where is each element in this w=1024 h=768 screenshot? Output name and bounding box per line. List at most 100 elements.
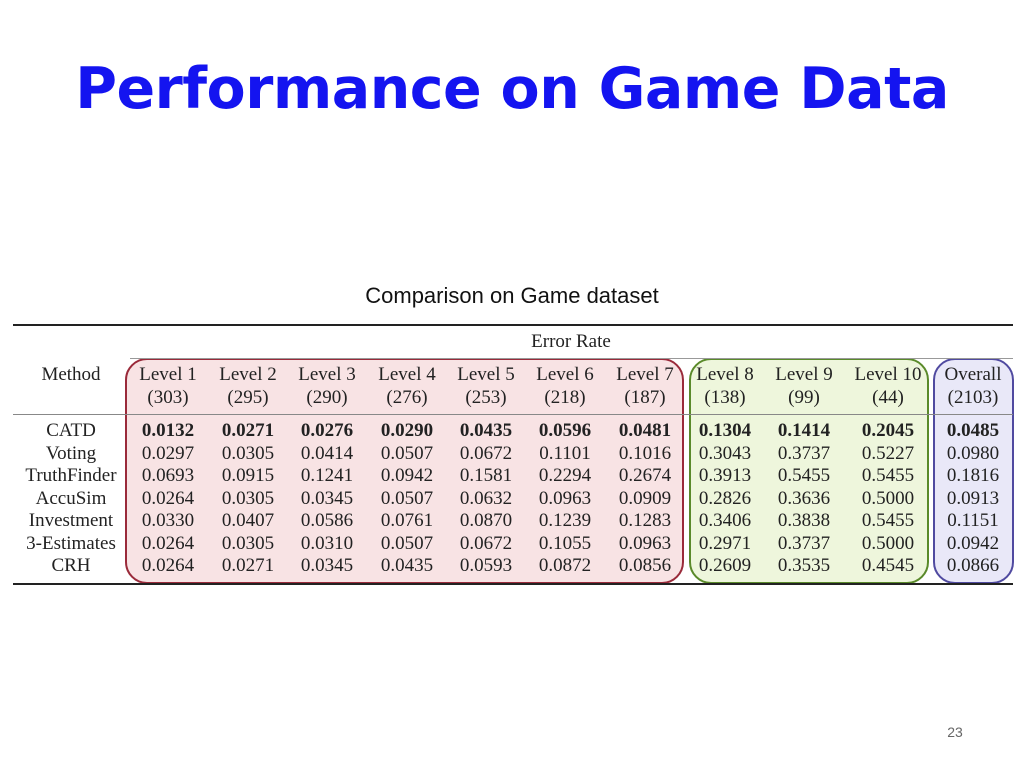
column-header-label: Level 9: [775, 364, 833, 385]
error-rate-cell: 0.3838: [777, 510, 831, 531]
error-rate-cell: 0.0963: [538, 487, 592, 509]
error-rate-cell: 0.0297: [141, 442, 195, 464]
error-rate-cell: 0.5455: [777, 465, 831, 486]
error-rate-cell: 0.1241: [300, 465, 354, 486]
error-rate-cell: 0.2294: [538, 465, 592, 486]
error-rate-cell: 0.0942: [380, 465, 434, 486]
error-rate-cell: 0.0485: [946, 420, 1000, 441]
error-rate-cell: 0.0407: [221, 510, 275, 531]
column-header-count: (295): [227, 387, 269, 408]
error-rate-cell: 0.3406: [698, 510, 752, 531]
error-rate-cell: 0.0672: [459, 442, 513, 464]
method-name: Investment: [28, 510, 114, 531]
column-header-label: Level 2: [219, 364, 277, 385]
error-rate-cell: 0.2609: [698, 555, 752, 576]
highlight-levels-8-10: [689, 358, 929, 584]
column-header-count: (44): [872, 387, 904, 408]
error-rate-cell: 0.0290: [380, 420, 434, 441]
error-rate-cell: 0.0761: [380, 510, 434, 531]
error-rate-cell: 0.0345: [300, 555, 354, 576]
error-rate-cell: 0.0305: [221, 442, 275, 464]
column-header-label: Level 8: [696, 364, 754, 385]
column-header-label: Overall: [944, 364, 1002, 385]
table-top-rule: [13, 324, 1013, 326]
error-rate-cell: 0.0271: [221, 420, 275, 441]
error-rate-cell: 0.0435: [459, 420, 513, 441]
error-rate-cell: 0.3913: [698, 465, 752, 486]
column-header-count: (303): [147, 387, 189, 408]
error-rate-cell: 0.1581: [459, 465, 513, 486]
error-rate-cell: 0.0507: [380, 487, 434, 509]
error-rate-cell: 0.0870: [459, 510, 513, 531]
column-header-count: (253): [465, 387, 507, 408]
error-rate-cell: 0.3636: [777, 487, 831, 509]
error-rate-cell: 0.1055: [538, 532, 592, 554]
method-name: AccuSim: [35, 487, 107, 509]
column-header-label: Level 10: [854, 364, 922, 385]
error-rate-cell: 0.0672: [459, 532, 513, 554]
error-rate-cell: 0.3737: [777, 532, 831, 554]
method-name: TruthFinder: [25, 465, 117, 486]
error-rate-cell: 0.2826: [698, 487, 752, 509]
error-rate-cell: 0.0593: [459, 555, 513, 576]
column-header-label: Level 5: [457, 364, 515, 385]
method-name: 3-Estimates: [26, 532, 116, 554]
error-rate-cell: 0.1816: [946, 465, 1000, 486]
error-rate-cell: 0.0310: [300, 532, 354, 554]
column-header-count: (2103): [947, 387, 999, 408]
column-header-count: (99): [788, 387, 820, 408]
method-header: Method: [41, 364, 101, 385]
error-rate-cell: 0.0264: [141, 532, 195, 554]
table-bottom-rule: [13, 583, 1013, 585]
error-rate-cell: 0.3535: [777, 555, 831, 576]
error-rate-cell: 0.0586: [300, 510, 354, 531]
error-rate-cell: 0.0507: [380, 442, 434, 464]
error-rate-cell: 0.0132: [141, 420, 195, 441]
page-number: 23: [947, 724, 963, 740]
error-rate-header: Error Rate: [531, 331, 611, 352]
error-rate-cell: 0.0915: [221, 465, 275, 486]
error-rate-cell: 0.5000: [861, 532, 915, 554]
column-header-label: Level 6: [536, 364, 594, 385]
error-rate-cell: 0.5000: [861, 487, 915, 509]
method-name: CRH: [51, 555, 91, 576]
error-rate-cell: 0.1304: [698, 420, 752, 441]
column-header-count: (290): [306, 387, 348, 408]
error-rate-cell: 0.2971: [698, 532, 752, 554]
column-header-label: Level 4: [378, 364, 436, 385]
error-rate-cell: 0.0481: [618, 420, 672, 441]
error-rate-cell: 0.4545: [861, 555, 915, 576]
error-rate-cell: 0.1151: [947, 510, 999, 531]
error-rate-cell: 0.0414: [300, 442, 354, 464]
error-rate-cell: 0.0435: [380, 555, 434, 576]
slide-title: Performance on Game Data: [75, 56, 949, 122]
error-rate-cell: 0.2674: [618, 465, 672, 486]
error-rate-cell: 0.1283: [618, 510, 672, 531]
error-rate-cell: 0.0980: [946, 442, 1000, 464]
table-caption: Comparison on Game dataset: [365, 283, 659, 308]
error-rate-cell: 0.0596: [538, 420, 592, 441]
error-rate-cell: 0.0345: [300, 487, 354, 509]
highlight-levels-1-7: [125, 358, 684, 584]
column-header-label: Level 1: [139, 364, 197, 385]
method-name: CATD: [46, 420, 96, 441]
column-header-count: (138): [704, 387, 746, 408]
error-rate-cell: 0.1016: [618, 442, 672, 464]
column-header-label: Level 7: [616, 364, 674, 385]
column-header-count: (218): [544, 387, 586, 408]
error-rate-cell: 0.0271: [221, 555, 275, 576]
error-rate-cell: 0.1414: [777, 420, 831, 441]
error-rate-cell: 0.0909: [618, 487, 672, 509]
error-rate-cell: 0.0856: [618, 555, 672, 576]
error-rate-cell: 0.5455: [861, 465, 915, 486]
error-rate-cell: 0.2045: [861, 420, 915, 441]
error-rate-cell: 0.0264: [141, 555, 195, 576]
table-header-rule: [13, 414, 1013, 415]
error-rate-cell: 0.0305: [221, 487, 275, 509]
error-rate-cell: 0.0942: [946, 532, 1000, 554]
method-name: Voting: [45, 442, 97, 464]
error-rate-cell: 0.0632: [459, 487, 513, 509]
highlight-overall: [933, 358, 1014, 584]
error-rate-cell: 0.0872: [538, 555, 592, 576]
